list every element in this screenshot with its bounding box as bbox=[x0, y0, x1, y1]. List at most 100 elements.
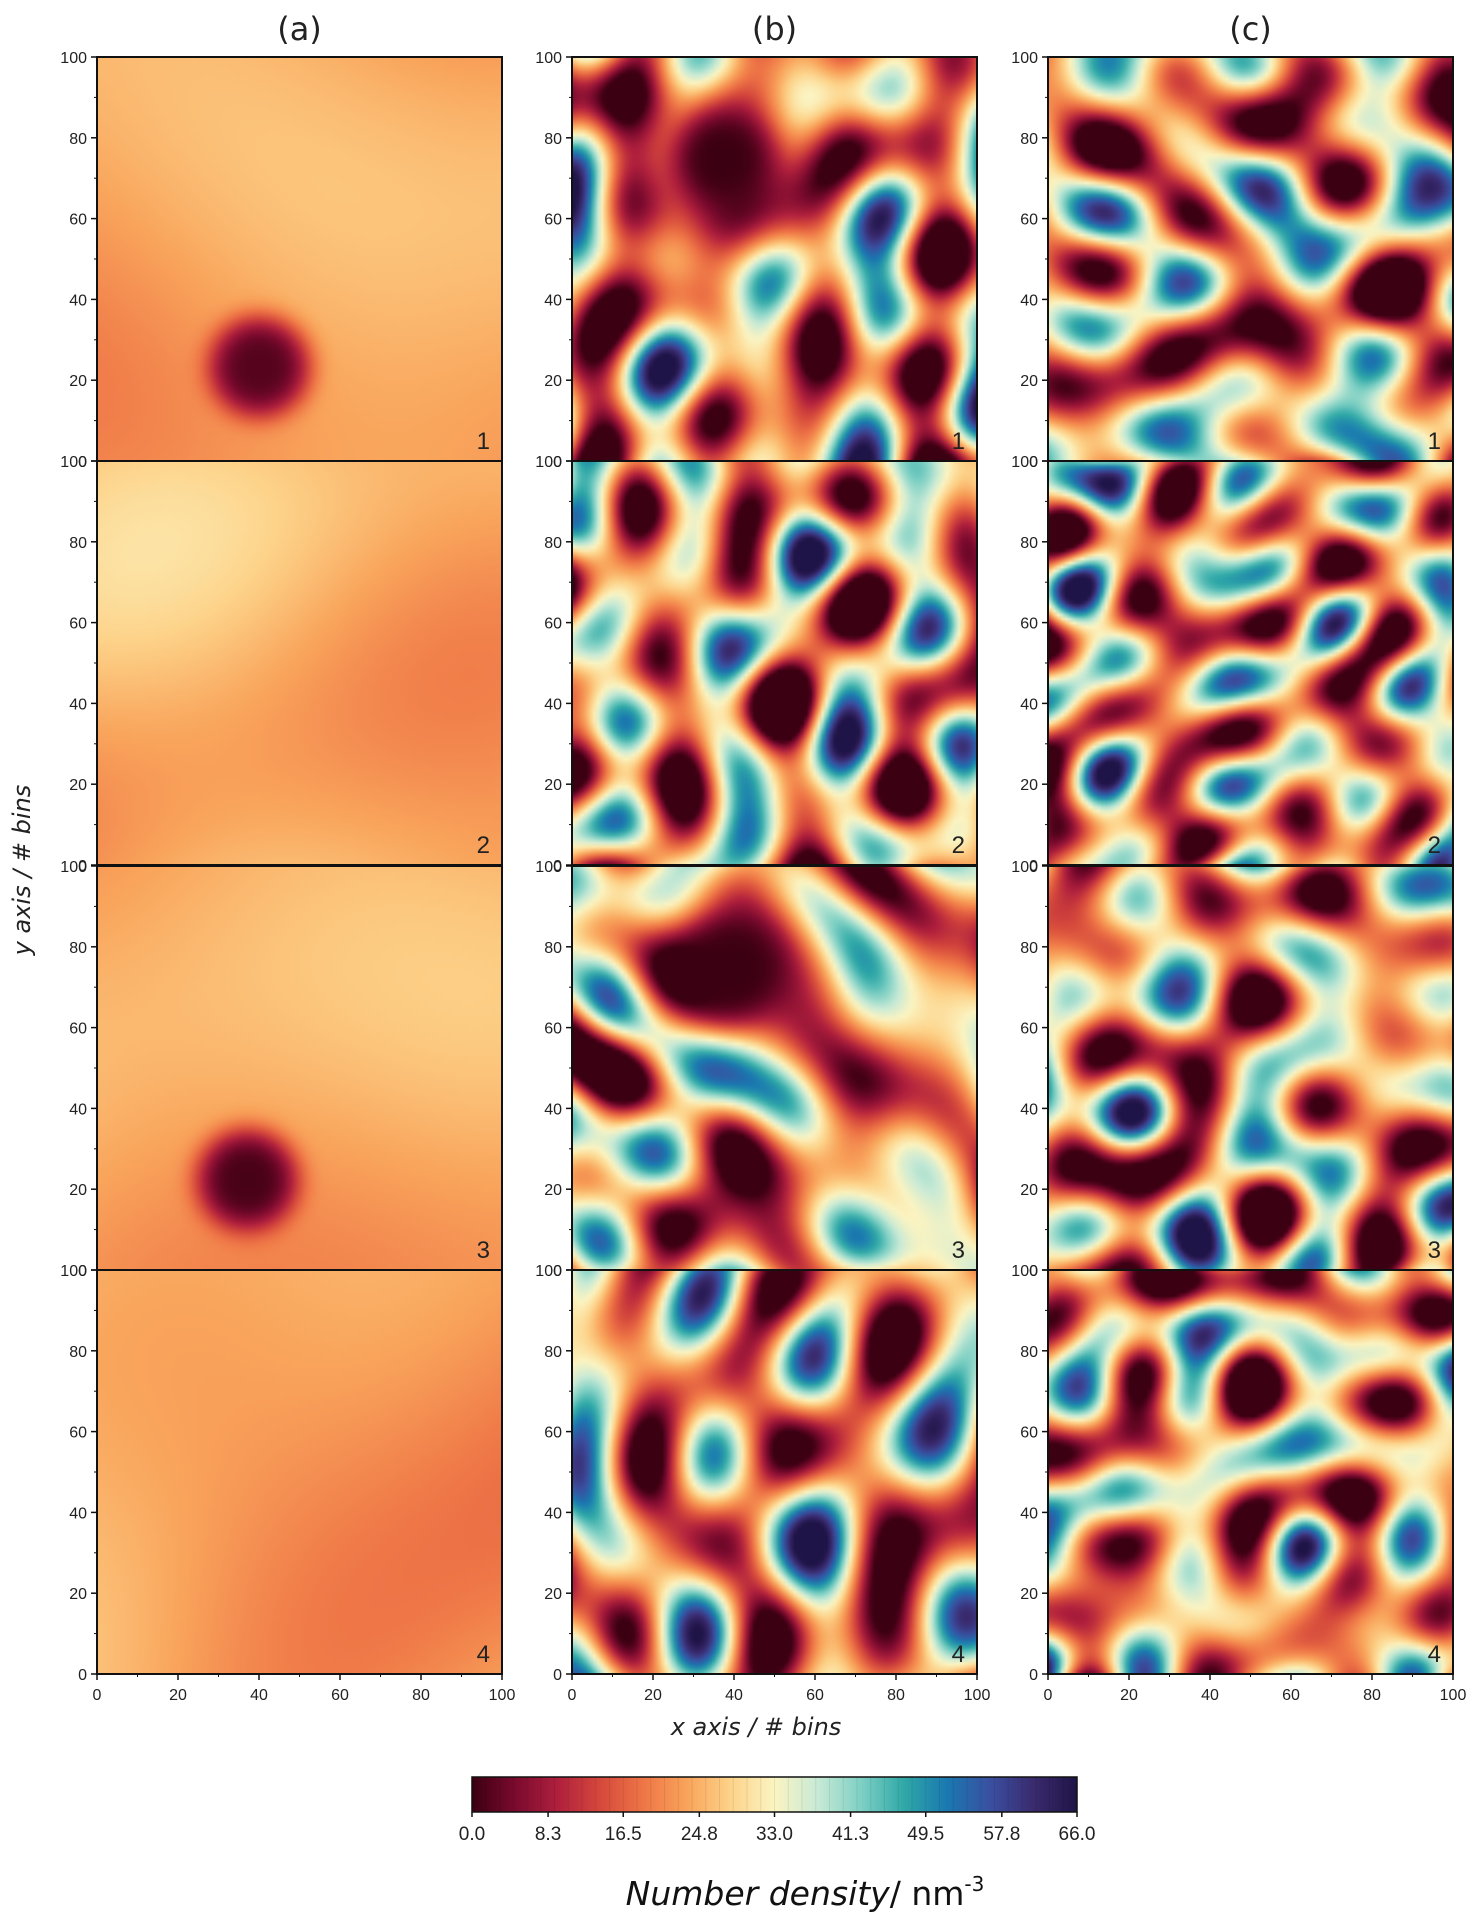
x-axis-label: x axis / # bins bbox=[670, 1713, 842, 1741]
x-tick-label: 0 bbox=[1044, 1687, 1053, 1704]
y-tick-label: 100 bbox=[60, 454, 87, 471]
y-tick-label: 80 bbox=[69, 535, 87, 552]
colorbar-tick-label: 16.5 bbox=[605, 1824, 642, 1845]
colorbar-tick-label: 66.0 bbox=[1059, 1824, 1096, 1845]
y-tick-label: 60 bbox=[544, 1021, 562, 1038]
panel-number: 4 bbox=[1428, 1641, 1441, 1668]
y-tick-label: 80 bbox=[69, 940, 87, 957]
y-tick-label: 60 bbox=[69, 212, 87, 229]
panel-number: 3 bbox=[477, 1237, 490, 1264]
density-map bbox=[97, 1270, 502, 1674]
y-tick-label: 20 bbox=[1020, 1182, 1038, 1199]
colorbar: 0.0 8.3 16.5 24.8 33.0 41.3 49.5 57.8 66.0 bbox=[459, 1776, 1096, 1845]
x-axis-label-text: x axis / # bins bbox=[670, 1713, 842, 1741]
y-tick-label: 100 bbox=[535, 454, 562, 471]
x-tick-label: 60 bbox=[806, 1687, 824, 1704]
y-tick-label: 60 bbox=[1020, 616, 1038, 633]
y-tick-label: 80 bbox=[69, 1344, 87, 1361]
colorbar-tick-label: 24.8 bbox=[681, 1824, 718, 1845]
y-tick-label: 0 bbox=[78, 1667, 87, 1684]
y-tick-label: 0 bbox=[78, 454, 87, 471]
density-map bbox=[572, 866, 977, 1270]
y-tick-label: 40 bbox=[1020, 1101, 1038, 1118]
y-tick-label: 100 bbox=[60, 50, 87, 67]
y-tick-label: 0 bbox=[1029, 454, 1038, 471]
x-tick-label: 40 bbox=[1201, 1687, 1219, 1704]
panel-number: 4 bbox=[477, 1641, 490, 1668]
x-tick-label: 20 bbox=[169, 1687, 187, 1704]
panel-number: 3 bbox=[1428, 1237, 1441, 1264]
y-tick-label: 80 bbox=[1020, 1344, 1038, 1361]
x-tick-label: 100 bbox=[1440, 1687, 1467, 1704]
y-tick-label: 40 bbox=[544, 696, 562, 713]
density-map bbox=[572, 57, 977, 461]
y-tick-label: 40 bbox=[69, 1101, 87, 1118]
y-tick-label: 20 bbox=[544, 1182, 562, 1199]
x-tick-label: 40 bbox=[250, 1687, 268, 1704]
y-tick-label: 20 bbox=[1020, 373, 1038, 390]
y-tick-label: 60 bbox=[544, 212, 562, 229]
y-tick-label: 20 bbox=[69, 1586, 87, 1603]
y-tick-label: 80 bbox=[69, 131, 87, 148]
density-map bbox=[1048, 1270, 1453, 1674]
column-title: (a) bbox=[277, 10, 322, 48]
heatmap-panel: 1 bbox=[571, 56, 978, 462]
panel-number: 1 bbox=[952, 428, 965, 455]
colorbar-label-main: Number density bbox=[626, 1874, 891, 1913]
y-tick-label: 0 bbox=[1029, 1263, 1038, 1280]
y-tick-label: 20 bbox=[69, 777, 87, 794]
heatmap-panel: 2 bbox=[571, 460, 978, 866]
y-tick-label: 80 bbox=[544, 535, 562, 552]
y-tick-label: 20 bbox=[544, 777, 562, 794]
colorbar-label-exponent: -3 bbox=[964, 1872, 984, 1896]
panel-number: 1 bbox=[1428, 428, 1441, 455]
x-tick-label: 60 bbox=[1282, 1687, 1300, 1704]
colorbar-tick-label: 57.8 bbox=[983, 1824, 1020, 1845]
colorbar-tick-label: 0.0 bbox=[459, 1824, 485, 1845]
y-tick-label: 60 bbox=[1020, 1021, 1038, 1038]
x-tick-label: 80 bbox=[887, 1687, 905, 1704]
density-map bbox=[1048, 57, 1453, 461]
x-tick-label: 100 bbox=[964, 1687, 991, 1704]
y-tick-label: 100 bbox=[535, 1263, 562, 1280]
colorbar-tick-label: 33.0 bbox=[756, 1824, 793, 1845]
y-axis-label: y axis / # bins bbox=[8, 785, 36, 957]
y-tick-label: 60 bbox=[544, 616, 562, 633]
colorbar-tick-label: 8.3 bbox=[535, 1824, 561, 1845]
y-tick-label: 20 bbox=[69, 1182, 87, 1199]
y-tick-label: 80 bbox=[544, 940, 562, 957]
y-tick-label: 20 bbox=[544, 373, 562, 390]
column-title: (c) bbox=[1229, 10, 1272, 48]
y-tick-label: 40 bbox=[1020, 292, 1038, 309]
colorbar-label-unit: / nm bbox=[890, 1874, 965, 1913]
panel-number: 4 bbox=[952, 1641, 965, 1668]
y-tick-label: 100 bbox=[1011, 50, 1038, 67]
x-tick-label: 20 bbox=[1120, 1687, 1138, 1704]
y-tick-label: 60 bbox=[69, 1021, 87, 1038]
density-map bbox=[97, 866, 502, 1270]
density-map bbox=[572, 461, 977, 865]
y-tick-label: 100 bbox=[60, 1263, 87, 1280]
panel-number: 2 bbox=[477, 832, 490, 859]
y-tick-label: 20 bbox=[69, 373, 87, 390]
density-map bbox=[1048, 866, 1453, 1270]
y-tick-label: 40 bbox=[69, 292, 87, 309]
y-tick-label: 60 bbox=[69, 1425, 87, 1442]
panel-number: 2 bbox=[952, 832, 965, 859]
x-tick-label: 60 bbox=[331, 1687, 349, 1704]
panel-number: 2 bbox=[1428, 832, 1441, 859]
y-tick-label: 40 bbox=[1020, 1505, 1038, 1522]
y-tick-label: 20 bbox=[1020, 777, 1038, 794]
y-tick-label: 60 bbox=[544, 1425, 562, 1442]
y-tick-label: 40 bbox=[69, 1505, 87, 1522]
y-tick-label: 40 bbox=[544, 1505, 562, 1522]
y-tick-label: 0 bbox=[553, 858, 562, 875]
x-tick-label: 40 bbox=[725, 1687, 743, 1704]
density-map bbox=[97, 461, 502, 865]
x-tick-label: 100 bbox=[489, 1687, 516, 1704]
y-tick-label: 100 bbox=[535, 859, 562, 876]
axes: 0204060801000204060801000204060801000204… bbox=[60, 50, 1466, 1704]
column-title: (b) bbox=[752, 10, 797, 48]
y-tick-label: 40 bbox=[544, 292, 562, 309]
